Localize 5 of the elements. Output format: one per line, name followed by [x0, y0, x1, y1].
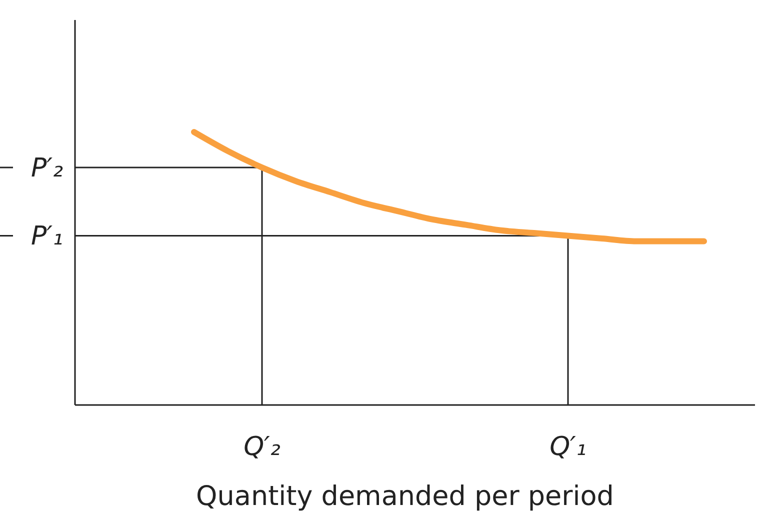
- x-tick-label: Q′₁: [550, 432, 586, 462]
- x-tick-label: Q′₂: [244, 432, 280, 462]
- ref-line-label: P′₁: [30, 222, 63, 252]
- x-axis-title: Quantity demanded per period: [196, 481, 614, 512]
- ref-line-label: P′₂: [30, 153, 63, 184]
